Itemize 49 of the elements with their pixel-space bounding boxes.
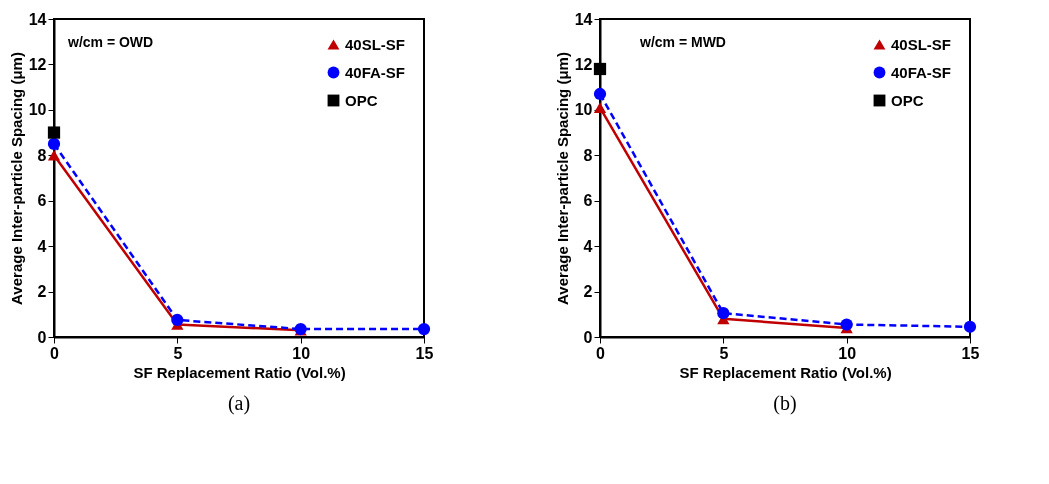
y-tick-label: 14: [574, 10, 593, 28]
legend-label: OPC: [891, 91, 924, 109]
y-tick-label: 8: [37, 146, 47, 164]
legend-label: OPC: [345, 91, 378, 109]
legend-label: 40SL-SF: [345, 35, 406, 53]
x-axis-title: SF Replacement Ratio (Vol.%): [679, 363, 892, 381]
x-tick-label: 0: [596, 344, 606, 362]
point: [593, 87, 607, 101]
annotation: w/cm = MWD: [639, 34, 726, 50]
legend-label: 40FA-SF: [891, 63, 952, 81]
y-tick-label: 6: [37, 192, 47, 210]
y-axis-title: Average Inter-particle Spacing (μm): [553, 52, 571, 305]
x-tick-label: 0: [50, 344, 60, 362]
x-tick-label: 10: [292, 344, 311, 362]
annotation: w/cm = OWD: [67, 34, 154, 50]
point: [47, 149, 61, 161]
legend-label: 40FA-SF: [345, 63, 406, 81]
y-tick-label: 12: [574, 55, 593, 73]
text: (a): [227, 392, 251, 415]
y-tick-label: 2: [583, 283, 593, 301]
point: [171, 313, 184, 327]
y-tick-label: 4: [37, 237, 47, 255]
point: [593, 102, 607, 113]
x-tick-label: 15: [961, 344, 980, 362]
point: [717, 307, 730, 320]
text: (b): [773, 392, 797, 415]
y-tick-label: 4: [583, 237, 593, 255]
x-axis-title: SF Replacement Ratio (Vol.%): [133, 363, 346, 381]
y-tick-label: 10: [574, 101, 593, 119]
point: [47, 126, 61, 139]
y-axis-title: Average Inter-particle Spacing (μm): [7, 52, 25, 305]
y-tick-label: 8: [583, 146, 593, 164]
point: [963, 320, 977, 333]
x-tick-label: 5: [173, 344, 183, 362]
y-tick-label: 2: [37, 283, 47, 301]
point: [417, 322, 431, 336]
y-tick-label: 6: [583, 192, 593, 210]
y-tick-label: 10: [28, 101, 47, 119]
legend-label: 40SL-SF: [891, 35, 952, 53]
point: [47, 137, 61, 151]
y-tick-label: 12: [28, 55, 47, 73]
x-tick-label: 15: [415, 344, 434, 362]
point: [593, 62, 607, 76]
point: [840, 318, 853, 331]
y-tick-label: 0: [37, 328, 47, 346]
y-tick-label: 0: [583, 328, 593, 346]
x-tick-label: 10: [838, 344, 857, 362]
y-tick-label: 14: [28, 10, 47, 28]
x-tick-label: 5: [719, 344, 729, 362]
